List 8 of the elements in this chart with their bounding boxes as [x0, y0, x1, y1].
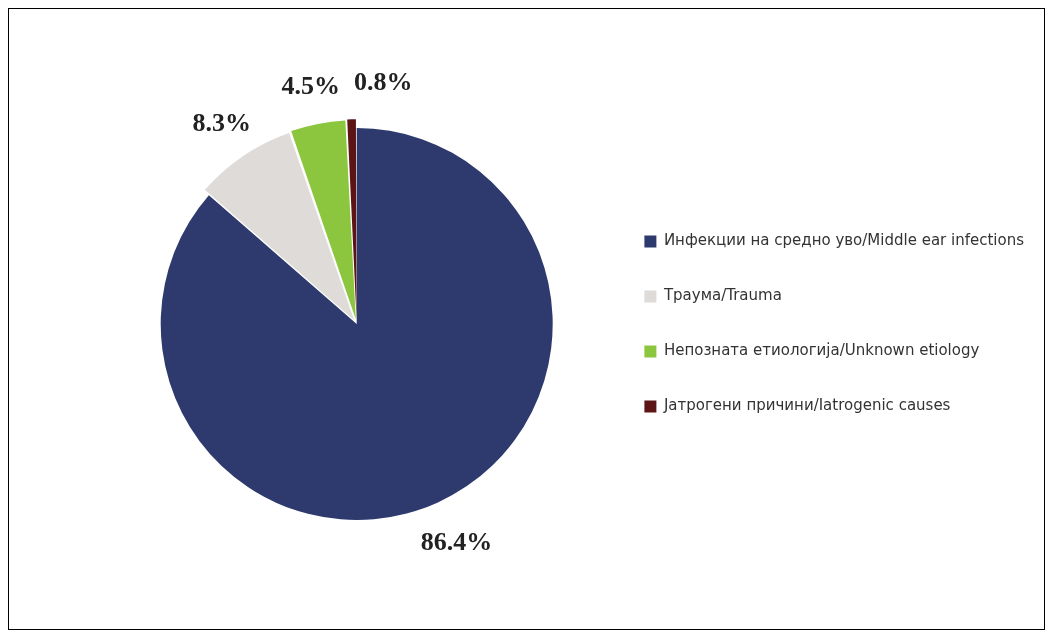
- legend-label: Инфекции на средно уво/Middle ear infections: [663, 231, 1025, 250]
- data-label: 86.4%: [420, 527, 493, 557]
- data-label: 4.5%: [281, 71, 341, 101]
- legend-label: Непозната етиологија/Unknown etiology: [663, 341, 980, 360]
- legend-label: Траума/Trauma: [662, 286, 782, 305]
- data-label: 8.3%: [192, 107, 252, 137]
- legend-label: Јатрогени причини/Iatrogenic causes: [662, 396, 951, 415]
- data-label: 0.8%: [354, 66, 413, 96]
